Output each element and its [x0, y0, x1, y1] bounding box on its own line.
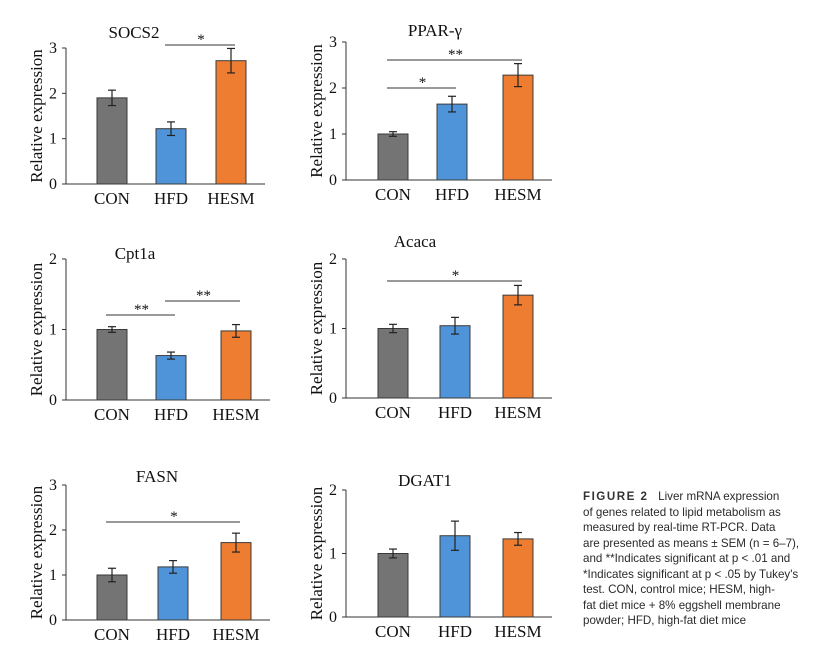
- y-tick-label: 0: [49, 612, 57, 629]
- bar-hfd: [439, 325, 471, 399]
- y-tick-label: 3: [49, 40, 57, 57]
- bar-hesm: [502, 74, 534, 181]
- caption-line: are presented as means ± SEM (n = 6–7),: [583, 536, 800, 550]
- significance-marker: **: [448, 47, 463, 63]
- y-tick-label: 0: [329, 172, 337, 189]
- y-tick-label: 2: [329, 251, 337, 268]
- y-tick-label: 3: [49, 477, 57, 494]
- caption-label: FIGURE 2: [583, 490, 649, 503]
- x-tick-label: HFD: [438, 403, 472, 422]
- bar-con: [96, 329, 128, 401]
- x-tick-label: HESM: [494, 622, 541, 641]
- caption-line: *Indicates significant at p < .05 by Tuk…: [583, 567, 799, 581]
- y-tick-label: 0: [329, 390, 337, 407]
- caption-line: test. CON, control mice; HESM, high-: [583, 583, 775, 596]
- x-tick-label: HFD: [154, 405, 188, 424]
- bar-hesm: [220, 542, 252, 621]
- chart-title: Cpt1a: [115, 244, 156, 263]
- y-tick-label: 1: [329, 126, 337, 143]
- bar-hfd: [155, 355, 187, 401]
- bar-hfd: [155, 128, 187, 185]
- x-tick-label: HFD: [438, 622, 472, 641]
- significance-marker: *: [197, 32, 205, 48]
- bar-hesm: [220, 330, 252, 401]
- bar-con: [377, 553, 409, 618]
- caption-line: Liver mRNA expression: [658, 490, 780, 503]
- significance-marker: **: [134, 302, 149, 318]
- bar-hfd: [157, 566, 189, 621]
- y-tick-label: 0: [49, 392, 57, 409]
- bar-con: [96, 574, 128, 621]
- y-tick-label: 1: [49, 567, 57, 584]
- chart-title: Acaca: [394, 232, 437, 251]
- x-tick-label: HESM: [212, 625, 259, 644]
- significance-marker: **: [196, 288, 211, 304]
- x-tick-label: HESM: [494, 403, 541, 422]
- y-axis-label: Relative expression: [307, 261, 326, 395]
- y-tick-label: 1: [329, 546, 337, 563]
- bar-hesm: [502, 538, 534, 618]
- bar-hesm: [502, 294, 534, 399]
- figure-caption: FIGURE 2 Liver mRNA expression of genes …: [583, 489, 833, 629]
- x-tick-label: HFD: [154, 189, 188, 208]
- chart-title: FASN: [136, 467, 178, 486]
- caption-line: measured by real-time RT-PCR. Data: [583, 521, 776, 534]
- bar-hesm: [215, 60, 247, 185]
- y-axis-label: Relative expression: [307, 44, 326, 178]
- y-axis-label: Relative expression: [307, 486, 326, 620]
- bar-con: [96, 97, 128, 185]
- y-tick-label: 2: [49, 251, 57, 268]
- caption-line: and **Indicates significant at p < .01 a…: [583, 552, 791, 565]
- chart-title: DGAT1: [398, 471, 452, 490]
- x-tick-label: CON: [94, 189, 130, 208]
- y-tick-label: 1: [49, 322, 57, 339]
- x-tick-label: CON: [375, 622, 411, 641]
- chart-title: SOCS2: [108, 23, 159, 42]
- caption-line: of genes related to lipid metabolism as: [583, 505, 781, 519]
- y-tick-label: 3: [329, 34, 337, 51]
- y-tick-label: 0: [329, 609, 337, 626]
- bar-con: [377, 133, 409, 181]
- x-tick-label: HESM: [212, 405, 259, 424]
- y-tick-label: 0: [49, 176, 57, 193]
- chart-panel-dgat1: DGAT1 Relative expression 0 1 2 CON HFD HESM: [307, 471, 552, 641]
- x-tick-label: HESM: [207, 189, 254, 208]
- y-tick-label: 1: [329, 321, 337, 338]
- y-tick-label: 2: [49, 522, 57, 539]
- x-tick-label: HESM: [494, 185, 541, 204]
- x-tick-label: CON: [375, 185, 411, 204]
- x-tick-label: CON: [94, 405, 130, 424]
- y-tick-label: 2: [329, 482, 337, 499]
- significance-marker: *: [419, 75, 427, 91]
- x-tick-label: CON: [94, 625, 130, 644]
- caption-line: fat diet mice + 8% eggshell membrane: [583, 598, 781, 612]
- x-tick-label: HFD: [435, 185, 469, 204]
- x-tick-label: CON: [375, 403, 411, 422]
- y-tick-label: 2: [329, 80, 337, 97]
- significance-marker: *: [452, 268, 460, 284]
- y-tick-label: 2: [49, 85, 57, 102]
- y-axis-label: Relative expression: [27, 49, 46, 183]
- bar-con: [377, 328, 409, 399]
- caption-line: powder; HFD, high-fat diet mice: [583, 614, 747, 627]
- y-axis-label: Relative expression: [27, 262, 46, 396]
- y-tick-label: 1: [49, 131, 57, 148]
- bar-hfd: [436, 103, 468, 181]
- x-tick-label: HFD: [156, 625, 190, 644]
- significance-marker: *: [170, 509, 178, 525]
- chart-title: PPAR-γ: [408, 21, 463, 40]
- y-axis-label: Relative expression: [27, 485, 46, 619]
